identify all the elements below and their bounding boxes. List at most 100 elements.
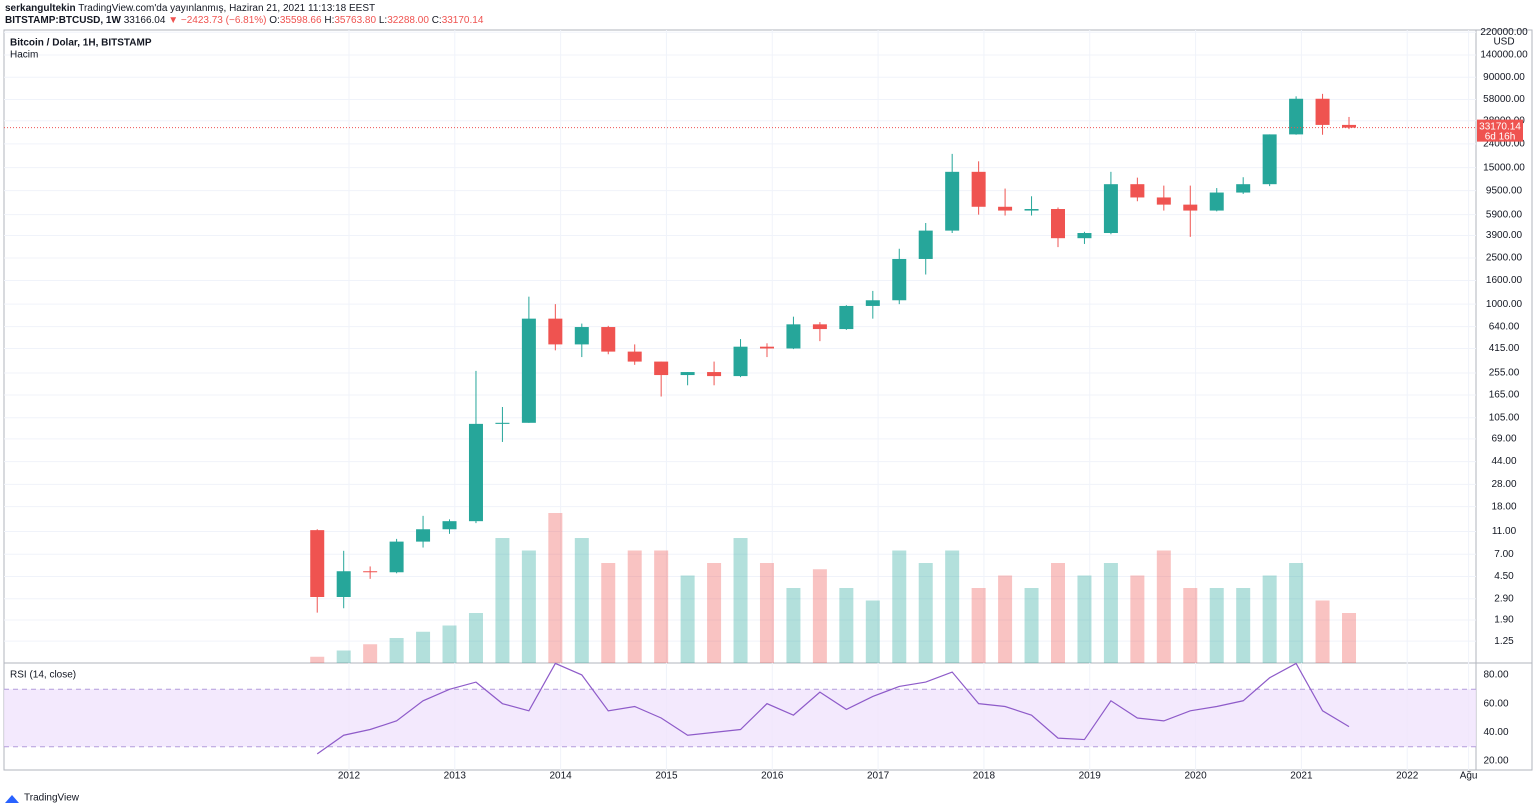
last-price-box xyxy=(1477,119,1523,142)
volume-bar xyxy=(336,650,351,663)
l-label: L: xyxy=(379,15,387,26)
candle-body xyxy=(1103,184,1118,234)
rsi-tick-label: 60.00 xyxy=(1483,698,1508,709)
x-tick-label: 2022 xyxy=(1396,771,1419,782)
volume-bar xyxy=(1024,588,1039,663)
volume-bar xyxy=(363,644,378,663)
y-tick-label: 5900.00 xyxy=(1486,209,1523,220)
c-value: 33170.14 xyxy=(442,15,484,26)
volume-bar xyxy=(812,569,827,663)
quote: 33166.04 xyxy=(124,15,166,26)
x-tick-label: 2017 xyxy=(867,771,890,782)
candle-body xyxy=(1050,209,1065,239)
volume-bar xyxy=(468,613,483,663)
last-price-note: 6d 16h xyxy=(1485,131,1516,142)
volume-bar xyxy=(945,550,960,663)
volume-bar xyxy=(548,513,563,663)
y-tick-label: 2500.00 xyxy=(1486,253,1523,264)
volume-bar xyxy=(1342,613,1357,663)
x-tick-label: 2012 xyxy=(338,771,361,782)
volume-bar xyxy=(654,550,669,663)
logo-icon xyxy=(5,795,19,803)
candle-body xyxy=(521,318,536,423)
volume-bar xyxy=(865,600,880,663)
rsi-tick-label: 20.00 xyxy=(1483,756,1508,767)
c-label: C: xyxy=(432,15,442,26)
y-tick-label: 4.50 xyxy=(1494,571,1514,582)
l-value: 32288.00 xyxy=(387,15,429,26)
rsi-tick-label: 80.00 xyxy=(1483,670,1508,681)
candle-body xyxy=(548,318,563,345)
grid xyxy=(4,30,1476,770)
volume-bar xyxy=(442,625,457,663)
x-tick-label: Ağu xyxy=(1460,771,1478,782)
volume-bar xyxy=(839,588,854,663)
candle-body xyxy=(310,530,325,597)
labels: 220000.00140000.0090000.0058000.0038000.… xyxy=(338,27,1528,782)
symbol: BITSTAMP:BTCUSD, 1W xyxy=(5,15,121,26)
x-tick-label: 2020 xyxy=(1184,771,1207,782)
x-tick-label: 2018 xyxy=(973,771,996,782)
volume xyxy=(310,513,1357,663)
volume-title: Hacim xyxy=(10,50,38,61)
volume-bar xyxy=(1156,550,1171,663)
candle-body xyxy=(1183,204,1198,211)
candle-body xyxy=(1130,184,1145,198)
candle-body xyxy=(918,230,933,259)
y-tick-label: 15000.00 xyxy=(1483,162,1525,173)
volume-bar xyxy=(495,538,510,663)
y-tick-label: 1600.00 xyxy=(1486,275,1523,286)
candle-body xyxy=(574,327,589,345)
candle-body xyxy=(1077,233,1092,239)
candle-body xyxy=(812,324,827,330)
volume-bar xyxy=(1050,563,1065,663)
volume-bar xyxy=(416,631,431,663)
brand: TradingView xyxy=(24,793,80,804)
currency: USD xyxy=(1493,37,1514,48)
volume-bar xyxy=(1315,600,1330,663)
volume-bar xyxy=(918,563,933,663)
author: serkangultekin xyxy=(5,3,76,14)
o-value: 35598.66 xyxy=(280,15,322,26)
volume-bar xyxy=(892,550,907,663)
change: ▼ −2423.73 (−6.81%) xyxy=(168,15,266,26)
volume-bar xyxy=(1209,588,1224,663)
footer-logo: TradingView xyxy=(5,793,80,804)
candle-body xyxy=(892,258,907,301)
candle-body xyxy=(389,541,404,573)
y-tick-label: 2.90 xyxy=(1494,593,1514,604)
x-tick-label: 2015 xyxy=(655,771,678,782)
y-tick-label: 44.00 xyxy=(1491,456,1516,467)
candle-body xyxy=(1289,98,1304,135)
candle-body xyxy=(759,346,774,349)
rsi-pane xyxy=(4,662,1476,755)
volume-bar xyxy=(574,538,589,663)
volume-bar xyxy=(971,588,986,663)
y-tick-label: 165.00 xyxy=(1489,390,1520,401)
volume-bar xyxy=(601,563,616,663)
candle-body xyxy=(336,571,351,597)
candle-body xyxy=(971,171,986,207)
volume-bar xyxy=(521,550,536,663)
candles xyxy=(4,93,1476,613)
h-label: H: xyxy=(324,15,334,26)
candle-body xyxy=(680,372,695,376)
y-tick-label: 58000.00 xyxy=(1483,94,1525,105)
y-tick-label: 3900.00 xyxy=(1486,230,1523,241)
candle-body xyxy=(627,351,642,362)
rsi-tick-label: 40.00 xyxy=(1483,727,1508,738)
x-tick-label: 2016 xyxy=(761,771,784,782)
o-label: O: xyxy=(269,15,280,26)
y-tick-label: 69.00 xyxy=(1491,434,1516,445)
rsi-band xyxy=(4,689,1476,747)
volume-bar xyxy=(310,656,325,663)
candle-body xyxy=(442,521,457,530)
y-tick-label: 1.90 xyxy=(1494,615,1514,626)
y-tick-label: 415.00 xyxy=(1489,343,1520,354)
volume-bar xyxy=(1289,563,1304,663)
published-line: serkangultekin TradingView.com'da yayınl… xyxy=(5,3,375,14)
y-tick-label: 18.00 xyxy=(1491,501,1516,512)
y-tick-label: 1.25 xyxy=(1494,636,1514,647)
volume-bar xyxy=(707,563,722,663)
frame xyxy=(3,29,1533,771)
